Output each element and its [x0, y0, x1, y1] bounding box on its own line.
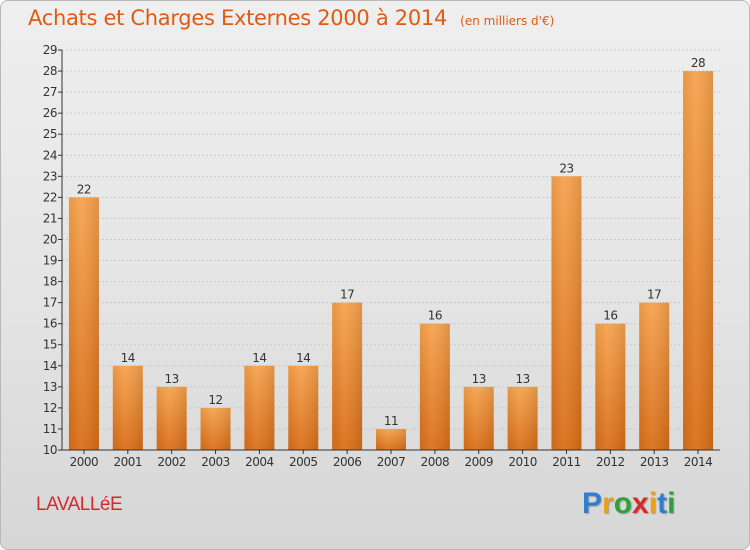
- y-tick-label: 25: [43, 127, 57, 141]
- x-tick-label: 2005: [289, 455, 318, 469]
- bar-shade: [200, 407, 231, 450]
- chart-title: Achats et Charges Externes 2000 à 2014: [28, 6, 448, 30]
- data-label: 16: [603, 309, 617, 323]
- chart-title-block: Achats et Charges Externes 2000 à 2014 (…: [28, 6, 554, 30]
- y-tick-label: 19: [43, 254, 57, 268]
- data-label: 14: [252, 351, 266, 365]
- y-tick-label: 10: [43, 443, 57, 457]
- bar-shade: [639, 302, 670, 450]
- x-axis-ticks: 2000 2001 2002 2003 2004 2005 2006 2007 2008 2009…: [70, 450, 713, 469]
- bar-shade: [332, 302, 363, 450]
- data-label: 17: [340, 288, 354, 302]
- bar-shade: [244, 365, 275, 450]
- bar-shade: [288, 365, 319, 450]
- x-tick-label: 2000: [70, 455, 99, 469]
- y-tick-label: 17: [43, 296, 57, 310]
- logo-letter: P: [582, 487, 603, 520]
- y-tick-label: 24: [43, 148, 57, 162]
- bar-shade: [112, 365, 143, 450]
- data-label: 17: [647, 288, 661, 302]
- bar-shade: [68, 197, 99, 450]
- data-label: 28: [691, 56, 705, 70]
- logo-letter: x: [632, 487, 649, 520]
- y-tick-label: 15: [43, 338, 57, 352]
- logo-letter: t: [657, 487, 668, 520]
- y-tick-label: 28: [43, 64, 57, 78]
- x-tick-label: 2001: [114, 455, 143, 469]
- bar-shade: [507, 386, 538, 450]
- y-tick-label: 16: [43, 317, 57, 331]
- data-labels: 22 14 13 12 14 14 17 11 16 13 13 23 16 17 28: [77, 56, 706, 428]
- x-tick-label: 2002: [157, 455, 186, 469]
- y-tick-label: 26: [43, 106, 57, 120]
- data-label: 14: [296, 351, 310, 365]
- y-axis-ticks: 10 11 12 13 14 15 16 17 18 19 20 21 22 23 24 25 26 27 28 29: [43, 43, 62, 457]
- x-tick-label: 2013: [640, 455, 669, 469]
- data-label: 16: [428, 309, 442, 323]
- y-tick-label: 20: [43, 232, 57, 246]
- data-label: 22: [77, 182, 91, 196]
- x-tick-label: 2007: [377, 455, 406, 469]
- x-tick-label: 2008: [421, 455, 450, 469]
- y-tick-label: 27: [43, 85, 57, 99]
- x-tick-label: 2011: [552, 455, 581, 469]
- y-tick-label: 21: [43, 211, 57, 225]
- x-tick-label: 2012: [596, 455, 625, 469]
- bar-shade: [683, 71, 714, 450]
- y-tick-label: 22: [43, 190, 57, 204]
- chart-unit: (en milliers d'€): [460, 14, 555, 28]
- bars: [68, 71, 714, 450]
- x-tick-label: 2010: [508, 455, 537, 469]
- x-tick-label: 2004: [245, 455, 274, 469]
- data-label: 13: [165, 372, 179, 386]
- town-name: LAVALLéE: [36, 494, 123, 515]
- data-label: 13: [472, 372, 486, 386]
- data-label: 12: [208, 393, 222, 407]
- x-tick-label: 2006: [333, 455, 362, 469]
- y-tick-label: 14: [43, 359, 57, 373]
- logo-letter: i: [648, 487, 658, 520]
- bar-shade: [595, 323, 626, 450]
- data-label: 23: [559, 161, 573, 175]
- data-label: 14: [121, 351, 135, 365]
- bar-shade: [419, 323, 450, 450]
- x-tick-label: 2009: [464, 455, 493, 469]
- y-tick-label: 18: [43, 275, 57, 289]
- y-tick-label: 13: [43, 380, 57, 394]
- y-tick-label: 29: [43, 43, 57, 57]
- data-label: 11: [384, 414, 398, 428]
- proxiti-logo[interactable]: Proxiti: [582, 487, 675, 521]
- bar-shade: [463, 386, 494, 450]
- y-tick-label: 12: [43, 401, 57, 415]
- bar-shade: [551, 176, 582, 450]
- y-tick-label: 11: [43, 422, 57, 436]
- logo-letter: o: [613, 487, 633, 520]
- data-label: 13: [515, 372, 529, 386]
- bar-shade: [376, 428, 406, 450]
- x-tick-label: 2003: [201, 455, 230, 469]
- bar-shade: [156, 386, 187, 450]
- logo-letter: r: [602, 487, 614, 520]
- x-tick-label: 2014: [684, 455, 713, 469]
- y-tick-label: 23: [43, 169, 57, 183]
- logo-letter: i: [667, 487, 676, 520]
